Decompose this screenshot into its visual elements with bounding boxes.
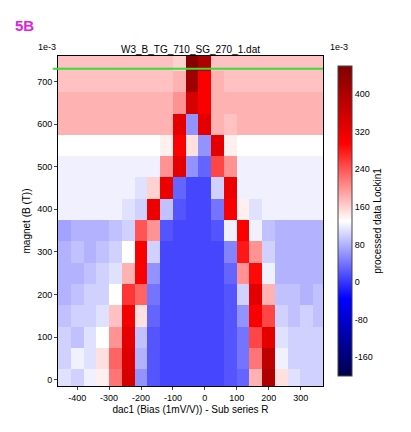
svg-text:-160: -160: [355, 352, 373, 362]
svg-text:0: 0: [202, 393, 207, 403]
svg-text:processed data Lockin1: processed data Lockin1: [372, 168, 383, 274]
svg-text:80: 80: [355, 240, 365, 250]
svg-text:1e-3: 1e-3: [330, 42, 348, 52]
svg-text:W3_B_TG_710_SG_270_1.dat: W3_B_TG_710_SG_270_1.dat: [121, 44, 260, 55]
svg-text:240: 240: [355, 164, 370, 174]
svg-text:0: 0: [355, 277, 360, 287]
svg-text:400: 400: [37, 204, 52, 214]
svg-text:100: 100: [229, 393, 244, 403]
svg-text:320: 320: [355, 127, 370, 137]
svg-text:0: 0: [47, 375, 52, 385]
svg-text:1e-3: 1e-3: [38, 42, 56, 52]
svg-text:200: 200: [37, 290, 52, 300]
svg-text:160: 160: [355, 202, 370, 212]
svg-text:100: 100: [37, 332, 52, 342]
svg-text:700: 700: [37, 77, 52, 87]
svg-text:-200: -200: [132, 393, 150, 403]
svg-text:500: 500: [37, 162, 52, 172]
svg-text:-400: -400: [68, 393, 86, 403]
svg-text:-80: -80: [355, 315, 368, 325]
svg-text:-100: -100: [164, 393, 182, 403]
svg-text:200: 200: [261, 393, 276, 403]
svg-text:-300: -300: [100, 393, 118, 403]
svg-text:5B: 5B: [15, 17, 34, 34]
svg-text:600: 600: [37, 119, 52, 129]
svg-text:dac1 (Bias (1mV/V)) - Sub seri: dac1 (Bias (1mV/V)) - Sub series R: [112, 404, 268, 415]
svg-text:300: 300: [293, 393, 308, 403]
svg-text:magnet (B (T)): magnet (B (T)): [21, 188, 32, 253]
svg-text:300: 300: [37, 247, 52, 257]
svg-text:400: 400: [355, 89, 370, 99]
